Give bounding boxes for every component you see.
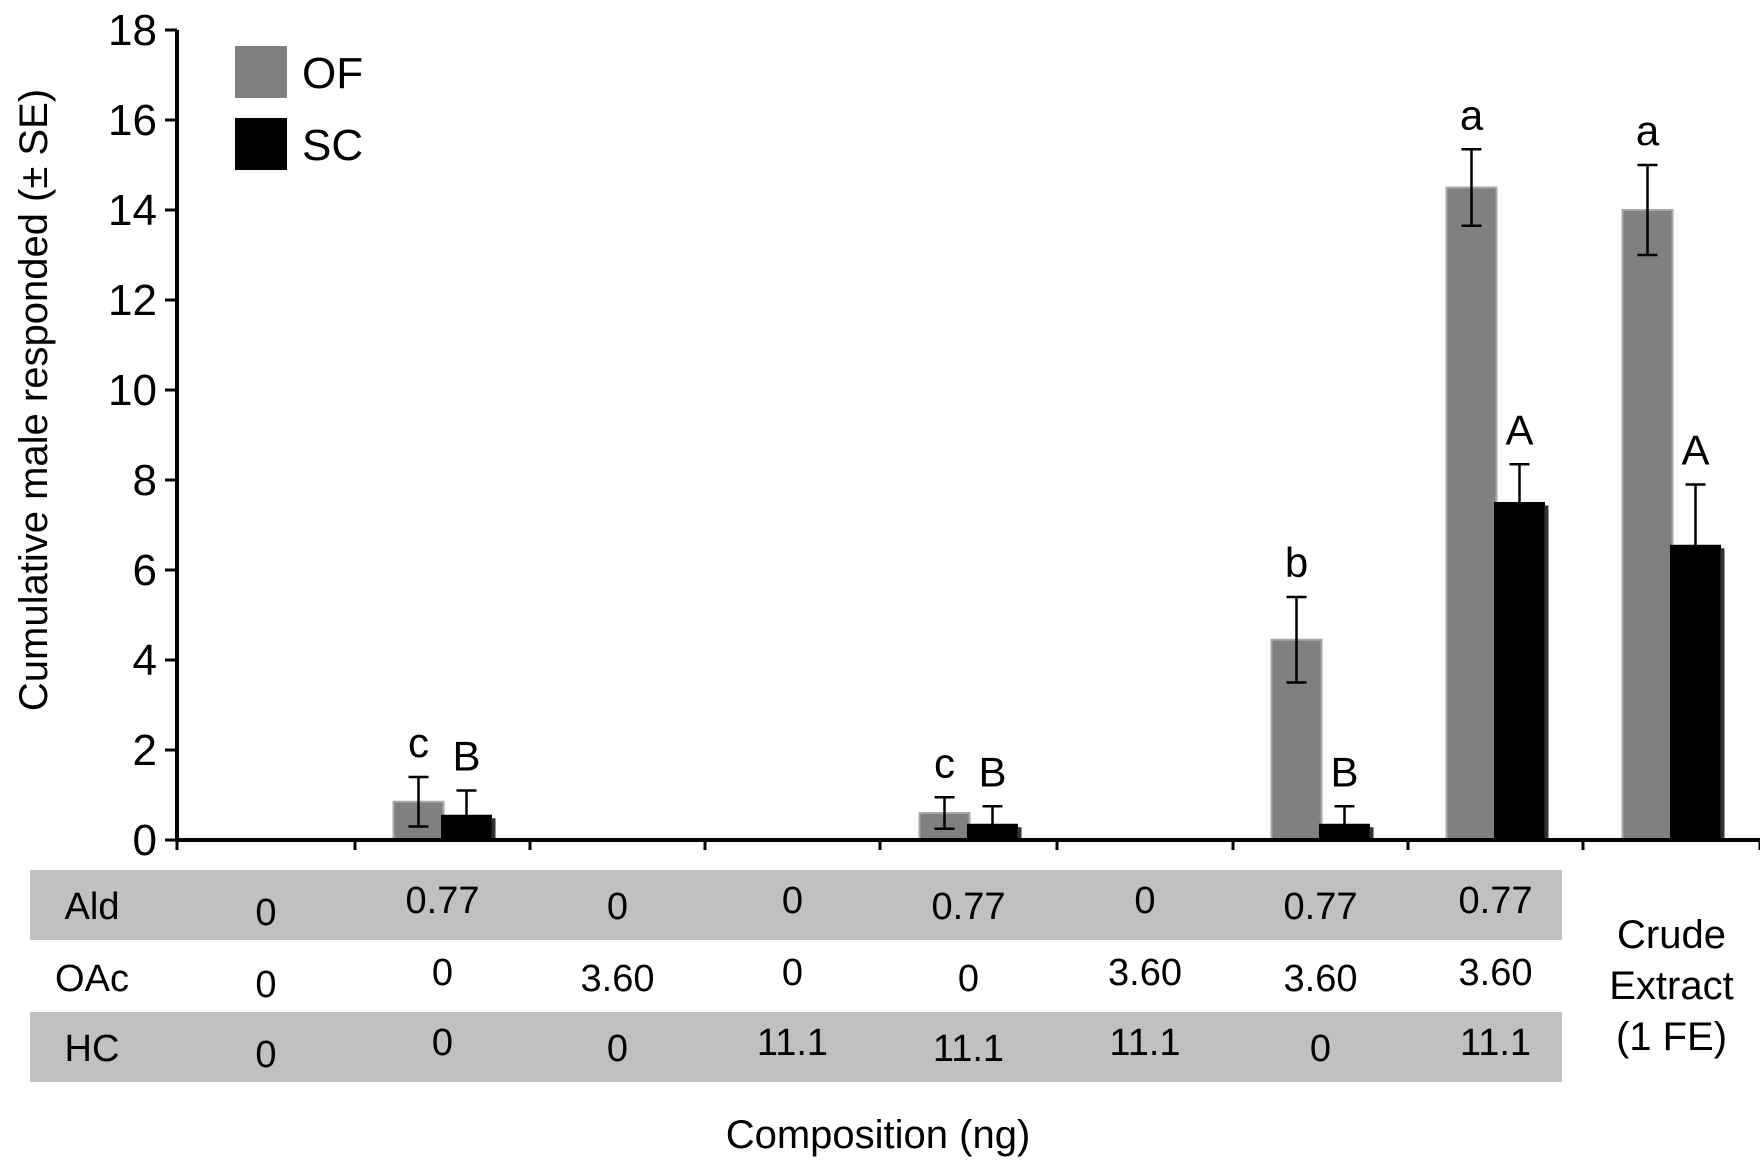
table-cell: 0 [255,964,276,1006]
y-tick-label: 4 [133,636,157,685]
table-cell: 3.60 [581,958,655,1000]
y-axis-label: Cumulative male responded (± SE) [12,89,56,711]
table-cell: 0 [1310,1028,1331,1070]
legend-swatch-of [235,46,287,98]
table-cell: 0 [607,1028,628,1070]
crude-extract-label: Crude [1617,913,1726,957]
y-tick-label: 2 [133,726,157,775]
y-tick-label: 16 [108,96,157,145]
table-cell: 11.1 [1460,1022,1531,1064]
bar-shadow [1369,827,1374,840]
table-cell: 0 [432,952,453,994]
table-row-band [30,870,1562,940]
legend-swatch-sc [235,118,287,170]
table-row-band [30,1012,1562,1082]
legend-label-sc: SC [302,121,363,170]
table-cell: 0 [607,886,628,928]
table-cell: 0 [432,1022,453,1064]
y-tick-label: 0 [133,816,157,865]
significance-letter: B [452,733,480,780]
significance-letter: c [934,739,955,786]
table-row-label: HC [65,1028,120,1070]
x-axis-label: Composition (ng) [726,1113,1031,1157]
bar-of [1445,186,1498,841]
table-cell: 3.60 [1459,952,1533,994]
bar-shadow [491,818,496,840]
table-cell: 0 [958,958,979,1000]
significance-letter: A [1681,427,1709,474]
table-cell: 11.1 [1109,1022,1180,1064]
table-cell: 11.1 [757,1022,828,1064]
table-cell: 0 [255,892,276,934]
y-tick-label: 10 [108,366,157,415]
table-cell: 3.60 [1284,958,1358,1000]
table-cell: 0.77 [1459,880,1533,922]
y-tick-label: 14 [108,186,157,235]
bar-sc [1494,502,1545,841]
bar-shadow [1017,827,1022,840]
table-row-label: OAc [55,958,129,1000]
y-tick-label: 6 [133,546,157,595]
table-cell: 0 [1134,880,1155,922]
bar-shadow [1544,505,1549,840]
table-cell: 0.77 [406,880,480,922]
significance-letter: B [1330,748,1358,795]
table-cell: 11.1 [933,1028,1004,1070]
table-row-label: Ald [65,886,120,928]
bar-of [1621,209,1674,841]
composition-table: Ald 0 0.77 0 0 0.77 0 0.77 0.77 OAc 0 0 3.60 0 0 3.60 3.… [30,870,1734,1082]
table-cell: 0 [255,1034,276,1076]
significance-letter: c [408,719,429,766]
y-tick-label: 18 [108,6,157,55]
significance-letter: b [1285,539,1308,586]
legend: OF SC [235,46,363,170]
table-cell: 0 [782,952,803,994]
y-tick-label: 12 [108,276,157,325]
significance-letter: a [1636,107,1660,154]
table-cell: 0.77 [932,886,1006,928]
table-cell: 3.60 [1108,952,1182,994]
table-cell: 0.77 [1284,886,1358,928]
axes: 0 2 4 6 8 10 12 14 16 18 [108,6,1760,865]
table-cell: 0 [782,880,803,922]
bar-shadow [1720,548,1725,840]
bars-layer: c c b a a B B B A A [392,91,1725,842]
significance-letter: B [978,748,1006,795]
legend-label-of: OF [302,49,363,98]
y-tick-label: 8 [133,456,157,505]
crude-extract-label: Extract [1609,964,1733,1008]
significance-letter: A [1505,406,1533,453]
crude-extract-label: (1 FE) [1616,1015,1727,1059]
significance-letter: a [1460,91,1484,138]
